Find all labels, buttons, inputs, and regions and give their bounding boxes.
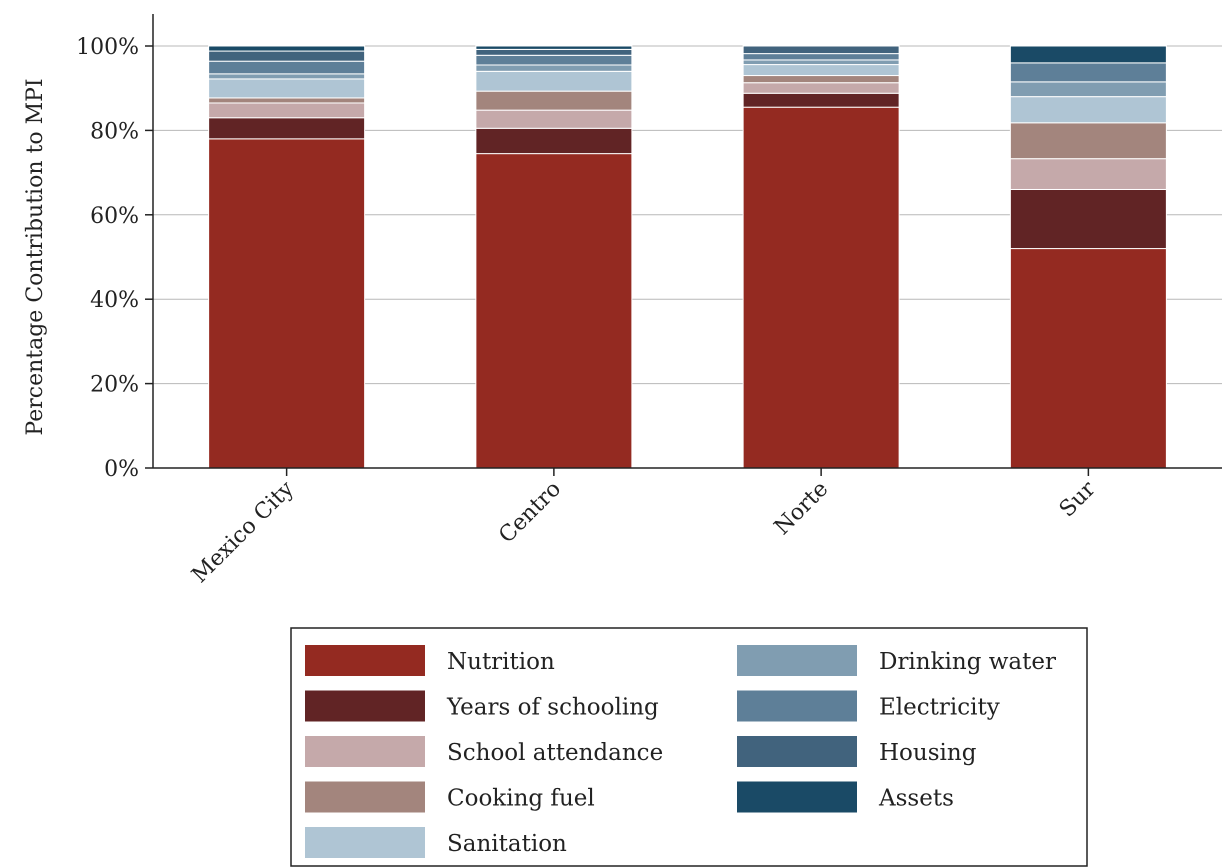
bar-segment-years-of-schooling xyxy=(742,92,900,108)
bar-stack-norte xyxy=(742,45,900,469)
legend-item: Assets xyxy=(737,781,954,813)
bar-segment-housing xyxy=(475,48,633,56)
bar-segment-school-attendance xyxy=(742,82,900,94)
bar-segment-school-attendance xyxy=(208,102,366,119)
axes xyxy=(145,14,1222,476)
legend-label: Electricity xyxy=(879,695,1000,721)
bar-segment-sanitation xyxy=(475,70,633,92)
bar-segment-years-of-schooling xyxy=(475,127,633,155)
bar-segment-assets xyxy=(475,45,633,50)
bar-segment-years-of-schooling xyxy=(208,117,366,140)
bar-segment-nutrition xyxy=(208,138,366,469)
bar-segment-drinking-water xyxy=(1009,81,1167,98)
y-tick-label: 100% xyxy=(76,35,139,60)
bar-segment-years-of-schooling xyxy=(1009,188,1167,250)
y-axis-title: Percentage Contribution to MPI xyxy=(23,78,48,435)
y-tick-label: 40% xyxy=(90,288,139,313)
legend-item: School attendance xyxy=(305,736,663,767)
bar-segment-nutrition xyxy=(742,106,900,469)
y-tick-labels: 0% 20% 40% 60% 80% 100% xyxy=(76,35,139,482)
legend-label: Sanitation xyxy=(447,831,567,857)
legend-item: Housing xyxy=(737,736,977,767)
legend-item: Years of schooling xyxy=(305,690,659,722)
bar-stack-centro xyxy=(475,45,633,469)
legend-swatch xyxy=(737,645,857,676)
bar-segment-cooking-fuel xyxy=(475,90,633,111)
legend-swatch xyxy=(305,781,425,813)
bar-segment-assets xyxy=(1009,45,1167,64)
x-tick-label: Mexico City xyxy=(187,476,299,588)
x-tick-label: Norte xyxy=(770,477,834,541)
bar-segment-electricity xyxy=(208,60,366,75)
bar-segment-sanitation xyxy=(742,64,900,77)
bar-segment-nutrition xyxy=(475,153,633,469)
legend-label: School attendance xyxy=(447,740,663,766)
legend-item: Electricity xyxy=(737,690,1000,722)
legend-item: Nutrition xyxy=(305,645,555,676)
bar-segment-drinking-water xyxy=(475,64,633,72)
bar-segment-electricity xyxy=(1009,62,1167,83)
legend-swatch xyxy=(305,645,425,676)
y-tick-label: 60% xyxy=(90,204,139,229)
bar-segment-cooking-fuel xyxy=(208,97,366,104)
bar-segment-sanitation xyxy=(1009,96,1167,124)
x-tick-labels: Mexico City Centro Norte Sur xyxy=(187,476,1101,588)
bar-segment-school-attendance xyxy=(475,109,633,129)
x-tick-label: Centro xyxy=(494,477,566,549)
legend-label: Cooking fuel xyxy=(447,786,595,812)
bar-segment-drinking-water xyxy=(208,73,366,80)
legend-label: Years of schooling xyxy=(446,695,659,721)
bar-segment-housing xyxy=(742,45,900,55)
legend-swatch xyxy=(305,827,425,858)
y-tick-label: 20% xyxy=(90,373,139,398)
legend-item: Cooking fuel xyxy=(305,781,595,813)
legend-label: Assets xyxy=(878,786,954,812)
x-tick-label: Sur xyxy=(1055,476,1101,522)
legend-item: Sanitation xyxy=(305,827,567,858)
y-tick-label: 80% xyxy=(90,119,139,144)
bars xyxy=(208,45,1167,469)
legend-item: Drinking water xyxy=(737,645,1056,676)
legend-swatch xyxy=(305,736,425,767)
bar-segment-nutrition xyxy=(1009,248,1167,469)
bar-stack-mexico-city xyxy=(208,45,366,469)
bar-segment-assets xyxy=(208,45,366,52)
legend-swatch xyxy=(737,736,857,767)
legend-label: Housing xyxy=(879,740,977,766)
bar-segment-cooking-fuel xyxy=(742,75,900,84)
bar-segment-housing xyxy=(208,50,366,62)
bar-segment-sanitation xyxy=(208,78,366,99)
bar-segment-electricity xyxy=(475,54,633,66)
legend-swatch xyxy=(737,781,857,813)
legend: Nutrition Years of schooling School attend… xyxy=(290,627,1088,867)
bar-stack-sur xyxy=(1009,45,1167,469)
legend-swatch xyxy=(305,690,425,722)
legend-swatch xyxy=(737,690,857,722)
bar-segment-cooking-fuel xyxy=(1009,122,1167,160)
bar-segment-drinking-water xyxy=(742,59,900,66)
bar-segment-school-attendance xyxy=(1009,158,1167,190)
bar-segment-electricity xyxy=(742,53,900,61)
legend-label: Drinking water xyxy=(879,649,1056,675)
y-tick-label: 0% xyxy=(104,457,139,482)
legend-label: Nutrition xyxy=(447,649,555,675)
